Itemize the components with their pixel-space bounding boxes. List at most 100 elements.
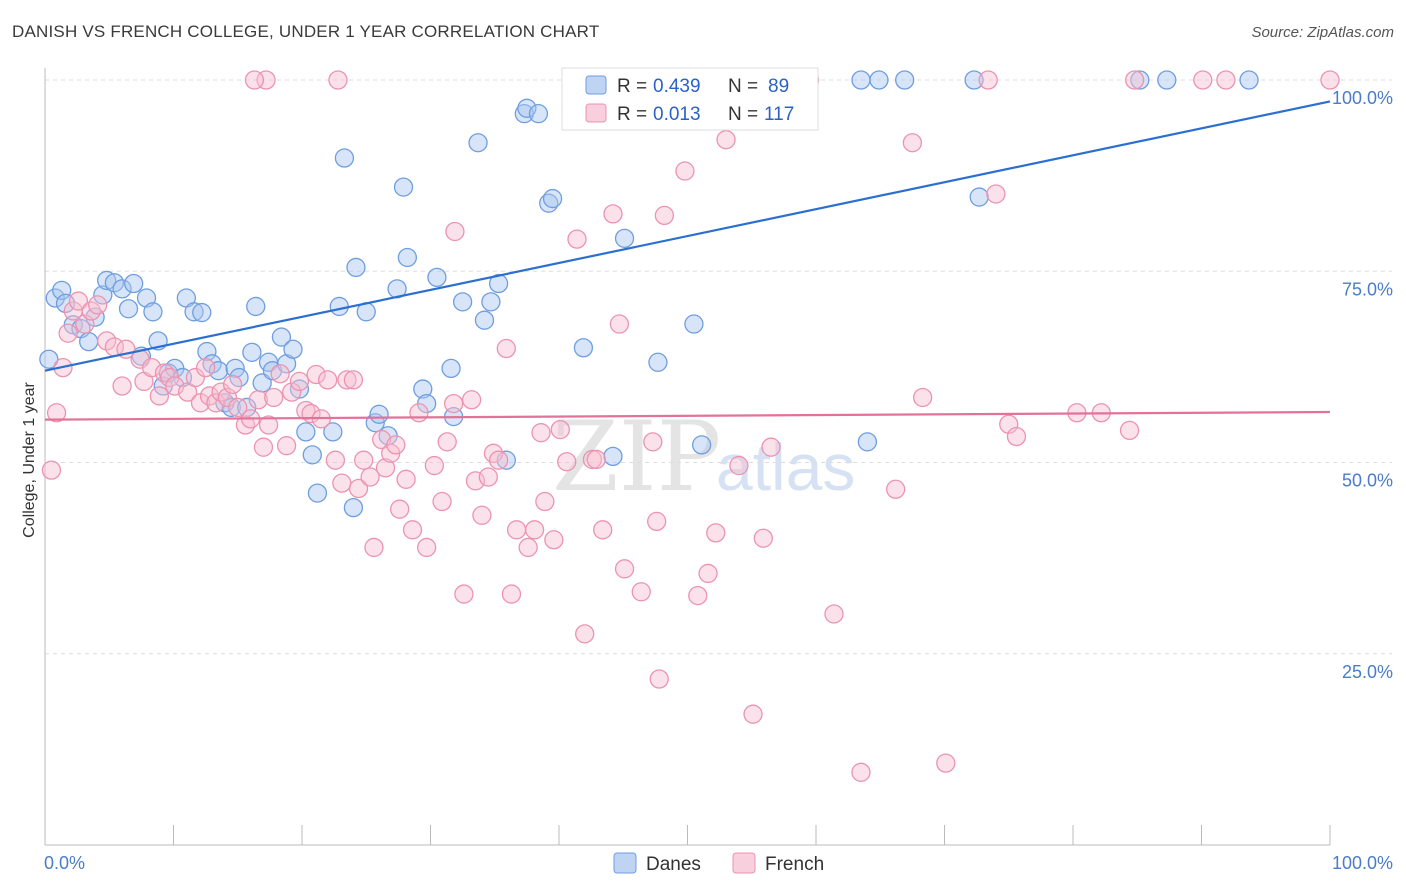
french-point [348, 478, 369, 499]
danes-point [969, 187, 989, 207]
bottom-legend-danes-swatch [613, 852, 637, 874]
french-point [244, 70, 265, 90]
french-point [1006, 426, 1027, 447]
french-point [488, 450, 509, 470]
danes-point [684, 314, 704, 334]
french-point [68, 291, 89, 311]
french-point [729, 455, 749, 476]
y-tick-label: 75.0% [1342, 279, 1393, 299]
french-point [631, 582, 651, 602]
chart-title: DANISH VS FRENCH COLLEGE, UNDER 1 YEAR C… [12, 22, 600, 41]
watermark: ZIP atlas [552, 401, 855, 513]
french-point [282, 382, 302, 402]
danes-point [283, 339, 303, 359]
french-point [518, 537, 538, 558]
french-point [41, 460, 62, 480]
french-point [248, 390, 268, 410]
french-point [1320, 70, 1340, 90]
legend-danes-swatch [585, 75, 607, 95]
french-point [332, 473, 352, 493]
y-tick-label: 25.0% [1342, 662, 1393, 682]
danes-point [246, 296, 266, 317]
french-point [58, 323, 78, 343]
legend: R = 0.439 N = 89 R = 0.013 N = 117 [561, 67, 819, 131]
danes-point [474, 310, 495, 330]
danes-point [1239, 70, 1259, 90]
french-point [416, 537, 437, 558]
french-point [296, 400, 316, 421]
french-point [437, 432, 457, 452]
danes-point [221, 397, 241, 418]
french-point [544, 530, 564, 550]
danes-point [346, 257, 366, 278]
french-point [586, 449, 606, 470]
danes-point [39, 349, 59, 369]
french-point [978, 70, 998, 90]
danes-point [369, 404, 389, 424]
grid [45, 79, 1392, 655]
french-point [675, 161, 695, 181]
danes-point [869, 70, 889, 90]
french-point [270, 364, 290, 384]
french-point [472, 505, 492, 525]
french-point [372, 429, 392, 450]
danes-point [296, 422, 316, 442]
french-point [593, 520, 613, 540]
danes-point [124, 273, 144, 294]
danes-point [104, 273, 125, 293]
french-point [761, 437, 781, 457]
french-point [1193, 70, 1213, 90]
french-point [390, 499, 410, 519]
french-point [706, 523, 726, 543]
french-point [228, 397, 248, 418]
bottom-legend: Danes French [613, 852, 824, 875]
x-tick-labels: 0.0% 100.0% [44, 853, 1393, 873]
french-point [185, 367, 205, 388]
french-point [149, 386, 170, 406]
danes-point [271, 327, 292, 347]
french-point [112, 376, 132, 396]
danes-point [302, 445, 322, 465]
french-point [478, 467, 498, 487]
legend-danes-r-value: 0.439 [653, 76, 701, 97]
danes-point [517, 98, 537, 118]
french-point [328, 70, 348, 90]
french-point [902, 133, 923, 153]
french-point [318, 370, 338, 390]
french-point [258, 415, 279, 435]
french-point [360, 467, 380, 487]
french-point [743, 704, 763, 724]
danes-point [323, 422, 343, 442]
trend-lines [44, 100, 1331, 421]
danes-point [895, 70, 915, 90]
french-point [643, 432, 663, 452]
french-point [88, 295, 108, 315]
french-point [337, 370, 357, 390]
french-point [575, 624, 595, 644]
french-point [654, 205, 675, 226]
french-point [531, 423, 551, 443]
french-point [289, 371, 310, 392]
y-tick-label: 100.0% [1332, 88, 1393, 108]
legend-french-swatch [585, 103, 607, 123]
danes-point [413, 379, 433, 399]
danes-point [691, 435, 712, 455]
french-point [396, 469, 416, 489]
bottom-legend-danes-label: Danes [646, 854, 701, 875]
french-point [409, 403, 429, 423]
danes-point [242, 342, 262, 362]
french-point [443, 393, 464, 414]
french-point [688, 585, 708, 606]
watermark-zip: ZIP [552, 401, 721, 513]
danes-point [97, 270, 117, 291]
legend-french-n-value: 117 [764, 104, 794, 125]
legend-french-r-value: 0.013 [653, 104, 701, 125]
legend-danes-n-label: N = [728, 76, 758, 97]
y-tick-labels: 100.0% 75.0% 50.0% 25.0% [1332, 88, 1393, 682]
french-point [454, 584, 474, 604]
bottom-legend-french-swatch [732, 852, 756, 874]
danes-point [307, 483, 328, 503]
x-tick-label: 0.0% [44, 853, 85, 873]
french-point [46, 403, 67, 423]
